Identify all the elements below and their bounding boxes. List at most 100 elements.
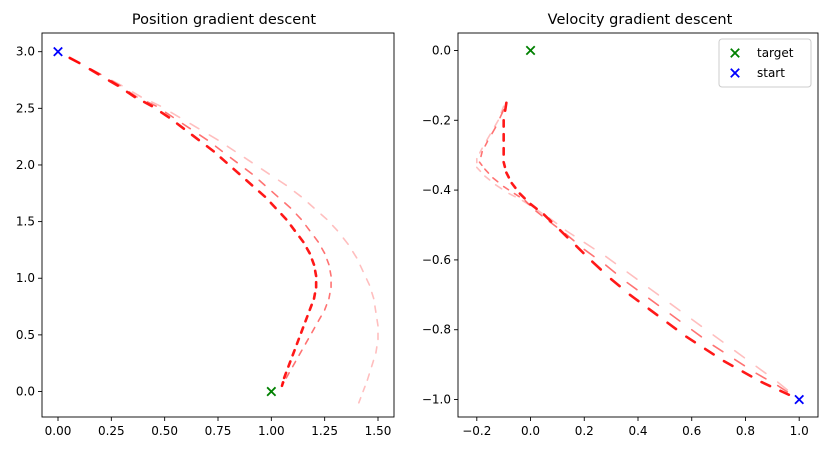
trajectory-segment bbox=[733, 358, 746, 367]
trajectory-segment bbox=[548, 217, 558, 225]
trajectory-segment bbox=[131, 91, 142, 98]
trajectory-2 bbox=[68, 57, 379, 404]
y-tick-label: −0.6 bbox=[422, 253, 451, 267]
trajectory-segment bbox=[245, 178, 254, 187]
trajectory-segment bbox=[669, 313, 681, 322]
trajectory-segment bbox=[647, 287, 660, 296]
trajectory-segment bbox=[111, 79, 123, 87]
plot-axes: 0.00 0.25 0.50 0.75 1.00 1.25 1.50 0.0 0.5 1.0 1.5… bbox=[16, 32, 395, 438]
x-tick-label: 0.2 bbox=[575, 424, 594, 438]
trajectory-segment bbox=[244, 168, 253, 175]
trajectory-segment bbox=[370, 359, 375, 368]
x-tick-label: 0.6 bbox=[682, 424, 701, 438]
trajectory-segment bbox=[366, 373, 371, 381]
trajectory-segment bbox=[258, 179, 266, 187]
start-marker bbox=[53, 46, 63, 57]
trajectory-segment bbox=[110, 79, 121, 87]
trajectory-segment bbox=[513, 192, 521, 198]
trajectory-segment bbox=[503, 101, 508, 112]
trajectory-segment bbox=[484, 168, 490, 174]
trajectory-segment bbox=[480, 150, 483, 158]
trajectory-segment bbox=[150, 101, 162, 107]
target-marker bbox=[525, 45, 536, 56]
y-tick-label: 1.0 bbox=[16, 271, 35, 285]
x-tick-label: −0.2 bbox=[462, 424, 491, 438]
trajectory-segment bbox=[476, 166, 482, 173]
trajectory-segment bbox=[282, 371, 288, 380]
trajectory-segment bbox=[502, 160, 507, 169]
plot-title: Velocity gradient descent bbox=[548, 12, 733, 28]
trajectory-segment bbox=[362, 385, 366, 393]
trajectory-segment bbox=[548, 220, 558, 228]
trajectory-segment bbox=[90, 68, 102, 76]
x-tick-label: 0.25 bbox=[98, 424, 125, 438]
y-tick-label: −0.8 bbox=[422, 323, 451, 337]
trajectory-segment bbox=[310, 258, 316, 266]
trajectory-segment bbox=[304, 314, 309, 323]
trajectory-segment bbox=[666, 321, 678, 331]
trajectory-segment bbox=[293, 190, 303, 198]
trajectory-segment bbox=[128, 91, 138, 98]
trajectory-segment bbox=[604, 264, 617, 274]
plot-marks bbox=[53, 46, 379, 404]
trajectory-segment bbox=[628, 293, 640, 303]
trajectory-segment bbox=[374, 305, 377, 314]
trajectory-segment bbox=[499, 109, 505, 119]
trajectory-segment bbox=[269, 201, 277, 210]
trajectory-segment bbox=[320, 247, 326, 255]
trajectory-segment bbox=[669, 302, 681, 312]
trajectory-segment bbox=[755, 365, 767, 375]
x-tick-label: 0.4 bbox=[628, 424, 647, 438]
trajectory-segment bbox=[107, 79, 120, 87]
trajectory-segment bbox=[583, 241, 595, 250]
trajectory-segment bbox=[712, 344, 724, 353]
trajectory-segment bbox=[305, 224, 311, 232]
trajectory-segment bbox=[564, 229, 575, 237]
trajectory-segment bbox=[484, 175, 491, 181]
trajectory-segment bbox=[295, 213, 303, 221]
x-tick-label: 1.50 bbox=[365, 424, 392, 438]
trajectory-segment bbox=[500, 105, 505, 114]
trajectory-segment bbox=[574, 244, 585, 255]
position-gradient-descent-plot: Position gradient descent 0.00 0.25 0.50 0.… bbox=[16, 12, 395, 438]
axes-frame bbox=[457, 32, 819, 418]
trajectory-segment bbox=[142, 100, 154, 108]
trajectory-segment bbox=[535, 210, 543, 217]
legend: target start bbox=[718, 38, 812, 88]
trajectory-segment bbox=[285, 372, 290, 379]
trajectory-segment bbox=[690, 328, 703, 338]
trajectory-0 bbox=[68, 56, 318, 388]
legend-target-label: target bbox=[757, 46, 794, 60]
trajectory-segment bbox=[229, 156, 238, 164]
y-tick-label: 3.0 bbox=[16, 45, 35, 59]
trajectory-segment bbox=[604, 255, 617, 265]
trajectory-segment bbox=[190, 133, 201, 142]
trajectory-segment bbox=[243, 156, 253, 164]
trajectory-segment bbox=[271, 190, 279, 198]
trajectory-segment bbox=[779, 389, 791, 397]
y-tick-label: 0.0 bbox=[432, 43, 451, 57]
plot-title: Position gradient descent bbox=[132, 12, 317, 28]
x-tick-label: 0.50 bbox=[151, 424, 178, 438]
legend-start-marker bbox=[730, 68, 740, 78]
trajectory-segment bbox=[312, 292, 317, 300]
y-tick-label: 2.0 bbox=[16, 158, 35, 172]
trajectory-segment bbox=[583, 248, 595, 258]
trajectory-segment bbox=[277, 179, 288, 187]
trajectory-segment bbox=[226, 145, 236, 153]
trajectory-segment bbox=[308, 303, 313, 312]
trajectory-segment bbox=[342, 237, 349, 246]
trajectory-1 bbox=[68, 57, 332, 387]
trajectory-segment bbox=[564, 232, 575, 242]
trajectory-segment bbox=[260, 168, 271, 175]
trajectory-segment bbox=[529, 202, 538, 211]
trajectory-segment bbox=[68, 57, 81, 64]
trajectory-segment bbox=[331, 224, 339, 232]
x-tick-label: 0.00 bbox=[45, 424, 72, 438]
trajectory-segment bbox=[170, 111, 181, 119]
y-tick-label: −1.0 bbox=[422, 393, 451, 407]
trajectory-segment bbox=[298, 349, 303, 357]
y-tick-label: 1.5 bbox=[16, 215, 35, 229]
trajectory-segment bbox=[510, 181, 517, 190]
target-marker bbox=[266, 386, 277, 397]
